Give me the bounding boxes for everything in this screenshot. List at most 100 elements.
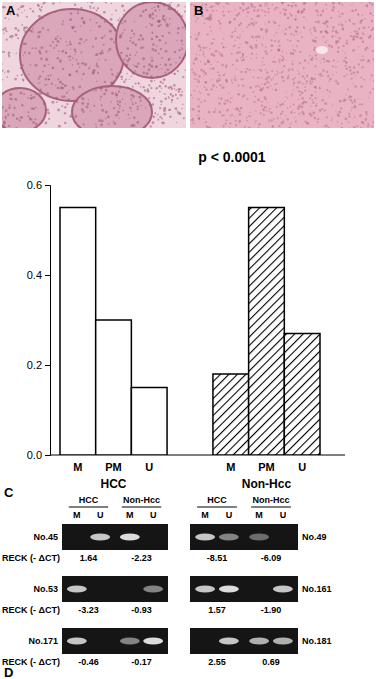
nucleus: [64, 122, 66, 124]
nucleus: [55, 11, 57, 13]
nucleus: [117, 19, 119, 21]
nucleus: [69, 18, 72, 21]
nucleus: [177, 112, 180, 115]
nucleus: [246, 117, 248, 119]
nucleus: [42, 27, 44, 29]
nucleus: [285, 28, 287, 30]
nucleus: [95, 10, 97, 12]
nucleus: [103, 44, 105, 46]
nucleus: [292, 68, 293, 69]
nucleus: [271, 50, 273, 52]
nucleus: [341, 24, 344, 27]
nucleus: [169, 115, 171, 117]
nucleus: [150, 87, 152, 89]
nucleus: [365, 4, 368, 7]
nucleus: [165, 21, 167, 23]
nucleus: [261, 83, 262, 84]
gel-background: [62, 524, 168, 550]
gel-band: [90, 638, 110, 645]
nucleus: [13, 107, 15, 109]
nucleus: [210, 13, 211, 14]
nucleus: [157, 5, 160, 8]
nucleus: [363, 27, 366, 30]
nucleus: [299, 94, 301, 96]
nucleus: [76, 101, 78, 103]
nucleus: [338, 2, 341, 5]
nucleus: [43, 64, 46, 67]
nucleus: [278, 50, 280, 52]
nucleus: [247, 11, 249, 13]
nucleus: [232, 64, 234, 66]
nucleus: [54, 37, 57, 40]
nucleus: [242, 78, 244, 80]
nucleus: [343, 99, 346, 102]
gel-band: [219, 638, 239, 645]
nucleus: [270, 85, 271, 86]
nucleus: [337, 113, 339, 115]
nucleus: [360, 37, 363, 40]
nucleus: [221, 64, 223, 66]
nucleus: [341, 12, 344, 15]
nucleus: [267, 76, 269, 78]
nucleus: [89, 5, 91, 7]
nucleus: [12, 114, 15, 117]
nucleus: [75, 115, 78, 118]
nucleus: [198, 117, 200, 119]
value-label: RECK (- ΔCT): [2, 605, 60, 615]
nucleus: [306, 75, 308, 77]
nucleus: [162, 122, 165, 125]
nucleus: [257, 77, 259, 79]
nucleus: [304, 121, 306, 123]
nucleus: [303, 27, 305, 29]
nucleus: [39, 8, 41, 10]
nucleus: [97, 7, 99, 9]
nucleus: [266, 71, 268, 73]
nucleus: [328, 44, 330, 46]
histology-a: [0, 1, 188, 138]
nucleus: [218, 102, 221, 105]
bar-series: [213, 208, 320, 456]
nucleus: [283, 30, 284, 31]
nucleus: [215, 2, 218, 5]
nucleus: [332, 6, 335, 9]
nucleus: [106, 22, 108, 24]
nucleus: [315, 9, 318, 12]
nucleus: [299, 104, 301, 106]
nucleus: [293, 82, 295, 84]
nucleus: [310, 83, 312, 85]
nucleus: [61, 95, 64, 98]
nucleus: [113, 41, 115, 43]
nucleus: [218, 74, 220, 76]
nucleus: [288, 75, 290, 77]
nucleus: [111, 73, 113, 75]
nucleus: [69, 43, 72, 46]
nucleus: [296, 45, 298, 47]
nucleus: [2, 106, 4, 109]
nucleus: [265, 78, 268, 81]
nucleus: [274, 40, 276, 42]
sample-label: No.49: [302, 532, 327, 542]
nucleus: [33, 96, 36, 99]
nucleus: [299, 91, 301, 93]
nucleus: [326, 116, 328, 118]
nucleus: [221, 55, 223, 57]
nucleus: [151, 65, 154, 68]
nucleus: [142, 72, 145, 75]
nucleus: [129, 54, 131, 56]
nucleus: [17, 13, 19, 15]
nucleus: [160, 24, 162, 26]
nucleus: [360, 85, 362, 87]
nucleus: [276, 74, 277, 75]
nucleus: [191, 4, 193, 6]
nucleus: [181, 15, 183, 17]
nucleus: [8, 107, 11, 110]
nucleus: [314, 65, 316, 67]
nucleus: [231, 80, 233, 82]
nucleus: [132, 72, 134, 74]
nucleus: [127, 87, 129, 89]
gel-group-underline: [69, 507, 108, 508]
nucleus: [242, 9, 244, 11]
nucleus: [68, 98, 70, 100]
nucleus: [74, 48, 77, 51]
nucleus: [160, 81, 162, 83]
